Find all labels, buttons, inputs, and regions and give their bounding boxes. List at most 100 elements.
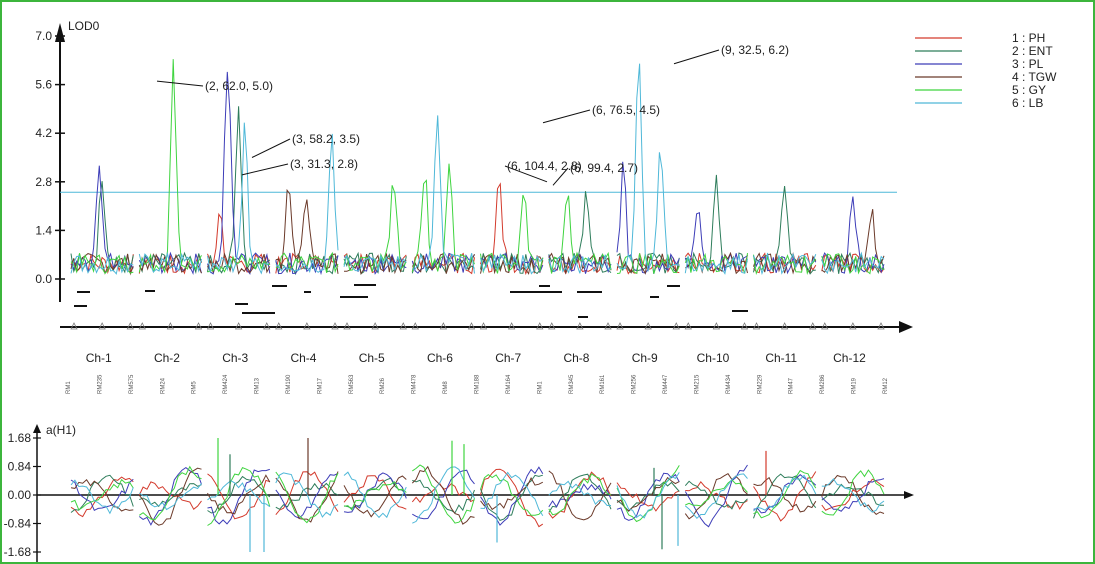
lod-curve: [70, 255, 134, 275]
additive-curve: [275, 472, 339, 519]
additive-curve: [616, 465, 680, 523]
additive-curve: [616, 481, 680, 512]
marker-triangle: [399, 322, 407, 330]
lod-curve: [684, 254, 748, 275]
marker-label: RM575: [129, 374, 135, 394]
annotation-leader: [673, 49, 720, 65]
marker-label: RM434: [726, 374, 732, 394]
peak-annotation: (6, 99.4, 2.7): [570, 161, 638, 175]
marker-triangle: [672, 322, 680, 330]
chromosome-label: Ch-1: [86, 351, 112, 365]
marker-label: RM256: [632, 374, 638, 394]
marker-label: RM188: [475, 374, 481, 394]
marker-triangle: [604, 322, 612, 330]
marker-triangle: [507, 322, 516, 330]
chromosome-label: Ch-9: [632, 351, 658, 365]
additive-curve: [70, 478, 134, 511]
annotation-leader: [156, 80, 204, 87]
annotation-leader: [241, 163, 289, 176]
marker-label: RM5: [192, 381, 198, 394]
marker-triangle: [467, 322, 476, 330]
marker-label: RM19: [852, 377, 858, 394]
peak-annotation: (3, 58.2, 3.5): [292, 132, 360, 146]
lod-curve: [616, 63, 680, 273]
y-axis-bottom-arrow: [33, 424, 41, 433]
additive-curve: [548, 483, 612, 508]
marker-triangle: [411, 322, 419, 330]
marker-triangle: [275, 322, 283, 330]
y-tick-label-bottom: -1.68: [4, 545, 32, 559]
peak-annotation: (6, 76.5, 4.5): [592, 103, 660, 117]
y-tick-label-bottom: 0.84: [8, 460, 32, 474]
additive-curve: [70, 479, 134, 515]
chromosome-label: Ch-2: [154, 351, 180, 365]
marker-label: RM235: [97, 374, 103, 394]
additive-curve: [684, 464, 748, 528]
marker-triangle: [234, 322, 243, 330]
additive-curve: [821, 469, 885, 516]
marker-triangle: [371, 322, 379, 330]
additive-curve: [207, 466, 271, 526]
marker-triangle: [752, 322, 761, 330]
marker-triangle: [712, 322, 721, 330]
additive-curve: [821, 483, 884, 506]
additive-curve: [753, 476, 817, 513]
lod-curve: [70, 253, 134, 275]
legend-entry: 5 : GY: [1012, 83, 1046, 97]
additive-curve: [343, 481, 407, 511]
chromosome-label: Ch-10: [697, 351, 730, 365]
marker-triangle: [138, 322, 146, 330]
y-tick-label: 2.8: [35, 175, 52, 189]
lod-curve: [411, 163, 475, 273]
annotation-leader: [542, 109, 591, 124]
lod-curve: [684, 252, 748, 274]
marker-triangle: [166, 322, 175, 330]
marker-triangle: [126, 322, 134, 330]
marker-label: RM345: [569, 374, 575, 394]
legend-entry: 3 : PL: [1012, 57, 1044, 71]
lod-curve: [821, 251, 885, 275]
additive-curve: [753, 474, 817, 514]
lod-curve: [412, 115, 475, 274]
additive-curve: [480, 474, 543, 522]
marker-label: RM12: [883, 377, 889, 394]
marker-triangle: [536, 322, 544, 330]
additive-curve: [685, 480, 748, 510]
lod-curve: [138, 59, 202, 274]
lod-curve: [548, 254, 612, 274]
y-tick-label: 4.2: [35, 126, 52, 140]
chromosome-label: Ch-11: [765, 351, 797, 365]
y-tick-label: 5.6: [35, 78, 52, 92]
marker-triangle: [684, 322, 692, 330]
chromosome-label: Ch-5: [359, 351, 385, 365]
lod-curve: [343, 185, 407, 272]
x-axis-arrow: [899, 321, 913, 333]
marker-label: RM17: [317, 377, 323, 394]
additive-curve: [548, 473, 612, 513]
lod-curve: [275, 253, 339, 276]
lod-curve: [343, 254, 407, 272]
additive-curve: [138, 467, 202, 526]
marker-label: RM47: [789, 377, 795, 394]
y-axis-label-bottom: a(H1): [46, 423, 76, 437]
additive-curve: [753, 473, 817, 519]
lod-curve: [821, 253, 885, 274]
y-tick-label: 7.0: [35, 29, 52, 43]
chromosome-label: Ch-6: [427, 351, 453, 365]
chromosome-label: Ch-8: [563, 351, 589, 365]
marker-triangle: [479, 322, 488, 330]
marker-label: RM13: [255, 377, 261, 394]
legend-entry: 6 : LB: [1012, 96, 1043, 110]
marker-triangle: [616, 322, 624, 330]
x-axis-bottom-arrow: [904, 491, 914, 499]
additive-curve: [207, 474, 271, 515]
marker-triangle: [849, 322, 857, 330]
y-axis-arrow: [55, 23, 65, 42]
additive-curve: [480, 477, 544, 511]
marker-label: RM215: [694, 374, 700, 394]
lod-curve: [138, 251, 202, 273]
y-tick-label-bottom: 0.00: [8, 488, 32, 502]
additive-curve: [480, 466, 544, 526]
